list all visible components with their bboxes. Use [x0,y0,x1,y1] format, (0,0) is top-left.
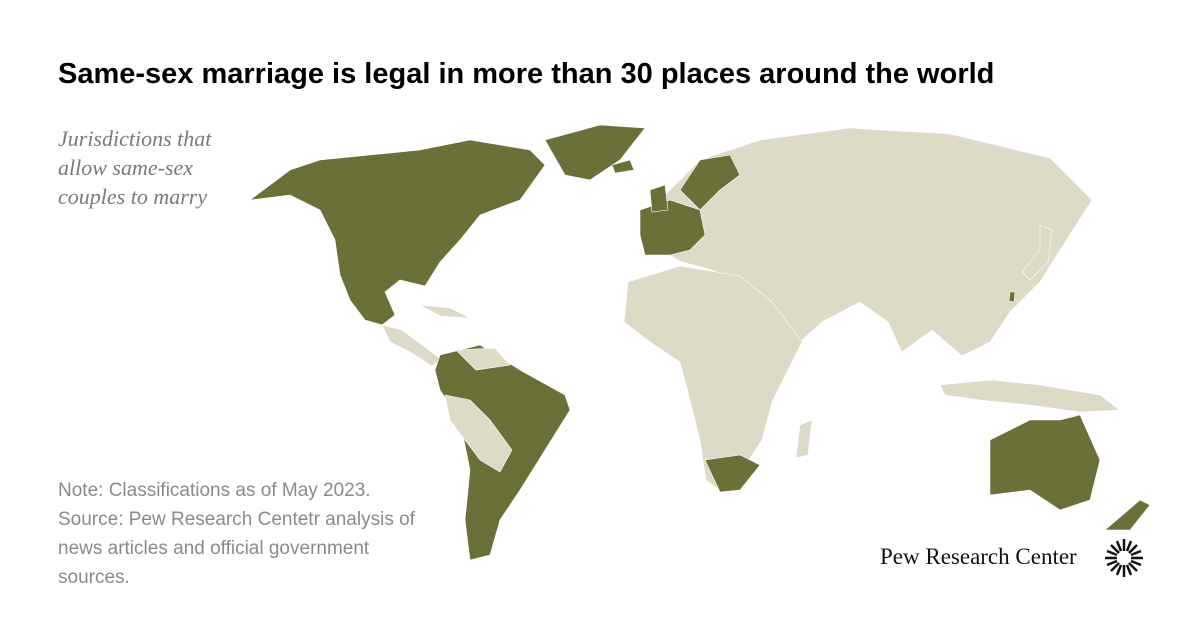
notes: Note: Classifications as of May 2023. So… [58,476,438,592]
uk-ireland [649,184,669,213]
australia [989,414,1101,511]
north-america [248,139,546,326]
title: Same-sex marriage is legal in more than … [58,58,995,90]
japan [1021,224,1053,281]
note: Note: Classifications as of May 2023. [58,480,371,501]
central-america [381,324,443,367]
indonesia [939,379,1121,413]
scandinavia [679,154,741,211]
western-europe [639,199,706,256]
new-zealand [1104,499,1151,531]
subtitle-line: allow same-sex [58,155,194,180]
venezuela [455,347,511,371]
iceland [611,159,635,174]
south-africa [704,454,761,493]
logo-icon [1105,539,1143,577]
subtitle: Jurisdictions that allow same-sex couple… [58,124,211,211]
madagascar [795,419,813,459]
source: Source: Pew Research Centetr analysis of… [58,509,415,588]
logo-text: Pew Research Center [880,544,1077,569]
peru-bolivia [444,394,513,473]
subtitle-line: Jurisdictions that [58,126,212,151]
subtitle-line: couples to marry [58,184,208,209]
greenland [544,124,646,181]
taiwan [1008,291,1016,303]
caribbean [419,304,471,319]
